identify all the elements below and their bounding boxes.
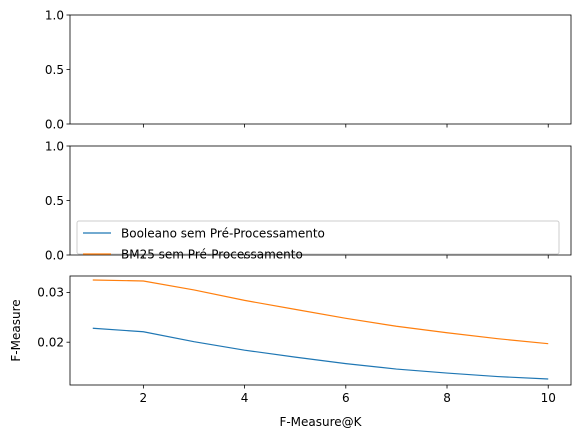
legend: Booleano sem Pré-Processamento BM25 sem P… (76, 220, 560, 261)
y-tick-label: 0.02 (37, 335, 64, 349)
legend-label: Booleano sem Pré-Processamento (121, 226, 325, 240)
x-tick-label: 10 (541, 391, 556, 405)
y-tick-label: 0.5 (45, 63, 64, 77)
y-tick-label: 1.0 (45, 139, 64, 153)
x-tick-label: 6 (342, 391, 350, 405)
series-line (92, 279, 549, 345)
y-tick-label: 1.0 (45, 8, 64, 22)
y-tick-label: 0.0 (45, 248, 64, 262)
series-line (92, 327, 549, 380)
y-tick-label: 0.0 (45, 117, 64, 131)
f-measure-subplot: 0.02 0.03 2 4 6 8 10 F-Measure@K F-Measure (9, 275, 572, 429)
y-axis-label: F-Measure (9, 299, 23, 361)
top-empty-subplot: 0.0 0.5 1.0 (45, 8, 572, 131)
axes-frame (69, 14, 572, 125)
y-tick-label: 0.5 (45, 194, 64, 208)
legend-label: BM25 sem Pré-Processamento (121, 247, 303, 261)
legend-box (76, 220, 560, 255)
x-tick-label: 8 (443, 391, 451, 405)
y-tick-label: 0.03 (37, 286, 64, 300)
x-axis-label: F-Measure@K (279, 415, 362, 429)
axes-frame (69, 275, 572, 386)
x-tick-label: 4 (241, 391, 249, 405)
x-tick-label: 2 (140, 391, 148, 405)
